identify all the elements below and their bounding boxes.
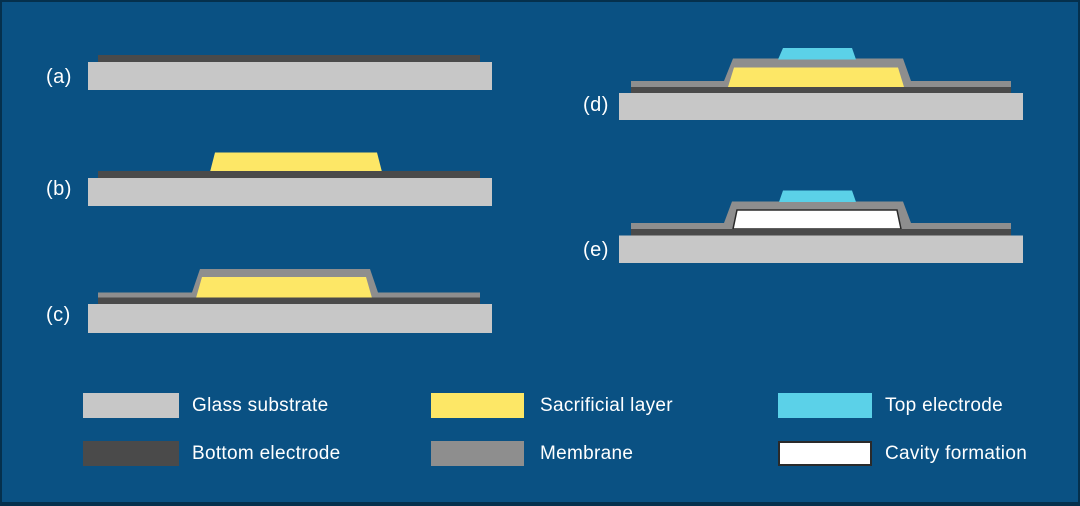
legend-item-bottom-electrode: Bottom electrode xyxy=(83,441,340,466)
step-d-diagram xyxy=(619,48,1023,120)
legend-label-sacrificial-layer: Sacrificial layer xyxy=(540,395,673,416)
cavity-layer xyxy=(732,209,902,230)
legend-swatch-glass-substrate xyxy=(83,393,179,418)
bottom-electrode-layer xyxy=(98,171,480,179)
step-e-label: (e) xyxy=(583,239,609,261)
step-b-label: (b) xyxy=(46,178,72,200)
bottom-electrode-layer xyxy=(98,297,480,305)
legend-label-membrane: Membrane xyxy=(540,443,634,464)
glass-substrate-layer xyxy=(88,178,492,206)
legend-label-cavity-formation: Cavity formation xyxy=(885,443,1028,464)
legend-swatch-bottom-electrode xyxy=(83,441,179,466)
glass-substrate-layer xyxy=(619,235,1023,263)
legend-item-cavity-formation: Cavity formation xyxy=(778,441,1027,466)
glass-substrate-layer xyxy=(88,304,492,333)
sacrificial-layer xyxy=(196,277,372,298)
step-e-diagram xyxy=(619,190,1023,263)
bottom-electrode-layer xyxy=(98,55,480,63)
top-electrode-layer xyxy=(779,190,856,202)
bottom-electrode-layer xyxy=(631,87,1011,94)
legend-swatch-cavity-formation xyxy=(778,441,872,466)
step-b-diagram xyxy=(88,152,492,206)
step-c-label: (c) xyxy=(46,304,71,326)
legend-swatch-sacrificial-layer xyxy=(431,393,524,418)
bottom-electrode-layer xyxy=(631,229,1011,236)
legend-label-glass-substrate: Glass substrate xyxy=(192,395,329,416)
glass-substrate-layer xyxy=(619,93,1023,120)
legend-item-glass-substrate: Glass substrate xyxy=(83,393,329,418)
legend-item-membrane: Membrane xyxy=(431,441,633,466)
step-d-label: (d) xyxy=(583,94,609,116)
step-a-diagram xyxy=(88,55,492,90)
top-electrode-layer xyxy=(778,48,856,60)
step-a-label: (a) xyxy=(46,66,72,88)
glass-substrate-layer xyxy=(88,62,492,90)
legend-label-top-electrode: Top electrode xyxy=(885,395,1003,416)
legend-item-top-electrode: Top electrode xyxy=(778,393,1003,418)
legend-label-bottom-electrode: Bottom electrode xyxy=(192,443,341,464)
sacrificial-layer xyxy=(210,152,382,172)
step-c-diagram xyxy=(88,269,492,333)
sacrificial-layer xyxy=(728,67,904,87)
legend-swatch-top-electrode xyxy=(778,393,872,418)
legend-item-sacrificial-layer: Sacrificial layer xyxy=(431,393,673,418)
legend-swatch-membrane xyxy=(431,441,524,466)
